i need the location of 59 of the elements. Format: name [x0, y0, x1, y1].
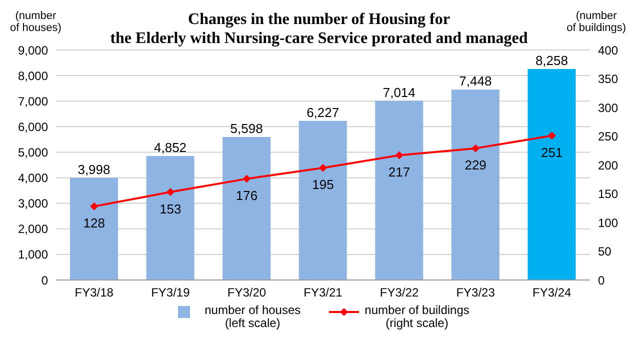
- x-tick-label: FY3/24: [532, 286, 572, 300]
- point: [242, 174, 251, 183]
- y-tick-label: 7,000: [18, 94, 48, 108]
- bar: [222, 136, 271, 280]
- data-label: 217: [388, 164, 410, 180]
- point: [319, 164, 327, 172]
- bar: [375, 100, 424, 280]
- data-label: 195: [312, 177, 334, 192]
- point: [548, 132, 556, 140]
- y2-tick-label: 150: [598, 187, 618, 202]
- point: [472, 144, 480, 152]
- data-label: 251: [541, 144, 563, 160]
- data-label: 153: [160, 201, 182, 216]
- x-tick-label: FY3/20: [227, 286, 266, 300]
- point: [166, 188, 174, 196]
- y2-tick-label: 250: [598, 130, 618, 144]
- y-axis-title: (number of houses): [10, 10, 62, 34]
- y2-axis-title: (number of buildings): [566, 10, 626, 34]
- data-label: 4,852: [154, 140, 187, 156]
- x-tick-label: FY3/19: [151, 286, 190, 300]
- data-label: 3,998: [78, 162, 110, 177]
- data-label: 6,227: [306, 104, 340, 120]
- y2-tick-label: 400: [598, 43, 618, 58]
- y2-tick-label: 200: [598, 158, 618, 172]
- point: [395, 151, 404, 160]
- data-label: 8,258: [535, 52, 568, 68]
- data-label: 7,448: [459, 74, 492, 89]
- data-label: 7,014: [382, 84, 416, 100]
- data-label: 128: [83, 216, 105, 231]
- y-tick-label: 5,000: [18, 145, 48, 160]
- legend-label: number of buildings (right scale): [364, 303, 470, 330]
- bar: [70, 178, 118, 280]
- y2-tick-label: 350: [598, 72, 618, 86]
- y-tick-label: 4,000: [18, 171, 48, 186]
- y-tick-label: 6,000: [18, 120, 48, 134]
- y-tick-label: 3,000: [18, 196, 48, 211]
- y2-tick-label: 100: [598, 216, 618, 230]
- y2-tick-label: 0: [598, 273, 605, 288]
- data-label: 229: [464, 158, 486, 173]
- data-label: 5,598: [230, 120, 263, 136]
- y2-tick-label: 300: [598, 100, 618, 115]
- x-tick-label: FY3/23: [456, 286, 496, 300]
- x-tick-label: FY3/18: [74, 286, 114, 300]
- bar: [298, 120, 347, 280]
- chart-title: Changes in the number of Housing for the Elderly with Nursing-care Service prorated and managed: [110, 11, 528, 47]
- y-tick-label: 1,000: [18, 248, 48, 262]
- y-tick-label: 2,000: [18, 222, 48, 236]
- y-tick-label: 9,000: [18, 43, 48, 58]
- x-tick-label: FY3/22: [380, 286, 419, 300]
- y-tick-label: 8,000: [18, 68, 48, 83]
- data-label: 176: [236, 188, 258, 204]
- bar: [528, 68, 576, 280]
- y2-tick-label: 50: [598, 244, 612, 259]
- point: [90, 202, 98, 210]
- legend-label: number of houses (left scale): [204, 303, 301, 330]
- y-tick-label: 0: [41, 273, 48, 288]
- bar: [146, 156, 194, 280]
- x-tick-label: FY3/21: [304, 286, 343, 300]
- bar: [451, 90, 500, 280]
